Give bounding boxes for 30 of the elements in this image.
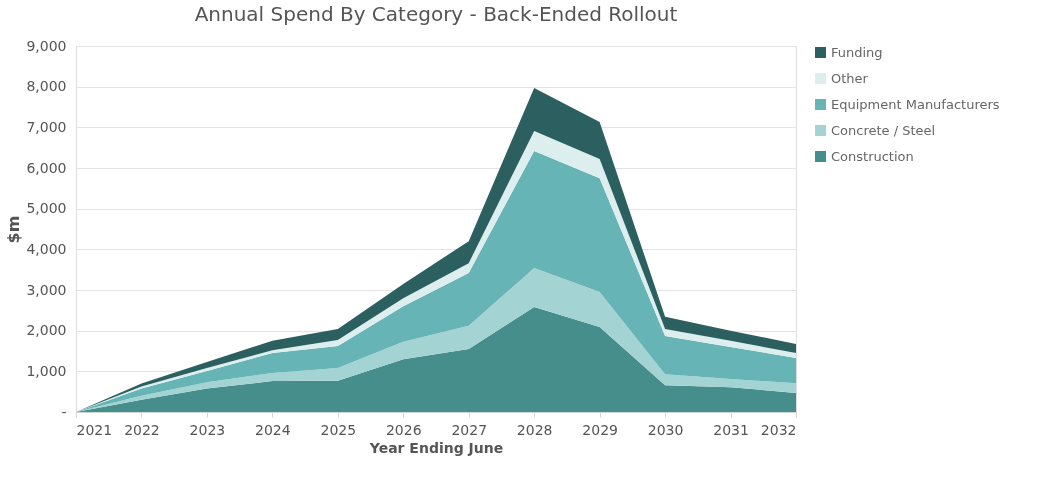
x-tick-label: 2030 <box>647 421 684 438</box>
legend-label: Concrete / Steel <box>831 122 936 138</box>
x-tick-label: 2025 <box>320 421 357 438</box>
x-tick-label: 2024 <box>255 421 291 438</box>
y-tick-label: 7,000 <box>26 118 67 135</box>
y-tick-label: 8,000 <box>26 78 67 95</box>
x-tick-label: 2028 <box>516 421 553 438</box>
y-tick-label: 2,000 <box>26 322 67 339</box>
y-tick-label: 1,000 <box>26 362 67 379</box>
y-tick-label: 5,000 <box>26 200 67 217</box>
chart-title: Annual Spend By Category - Back-Ended Rollout <box>194 2 678 26</box>
y-tick-label: - <box>61 403 67 420</box>
x-tick-label: 2026 <box>385 421 422 438</box>
y-tick-label: 6,000 <box>26 159 67 176</box>
legend-label: Other <box>831 70 869 86</box>
x-axis-title: Year Ending June <box>368 439 504 456</box>
x-tick-label: 2023 <box>189 421 226 438</box>
x-tick-label: 2022 <box>124 421 160 438</box>
y-tick-label: 3,000 <box>26 281 67 298</box>
x-tick-label: 2031 <box>713 421 749 438</box>
legend-label: Equipment Manufacturers <box>831 96 1000 112</box>
y-tick-label: 9,000 <box>26 37 67 54</box>
x-tick-label: 2027 <box>451 421 488 438</box>
x-tick-label: 2032 <box>760 421 797 438</box>
x-tick-label: 2021 <box>76 421 113 438</box>
y-axis-title: $m <box>4 215 24 244</box>
legend-label: Construction <box>831 148 914 164</box>
y-tick-label: 4,000 <box>26 240 67 257</box>
legend-label: Funding <box>831 44 883 60</box>
x-tick-label: 2029 <box>582 421 618 438</box>
